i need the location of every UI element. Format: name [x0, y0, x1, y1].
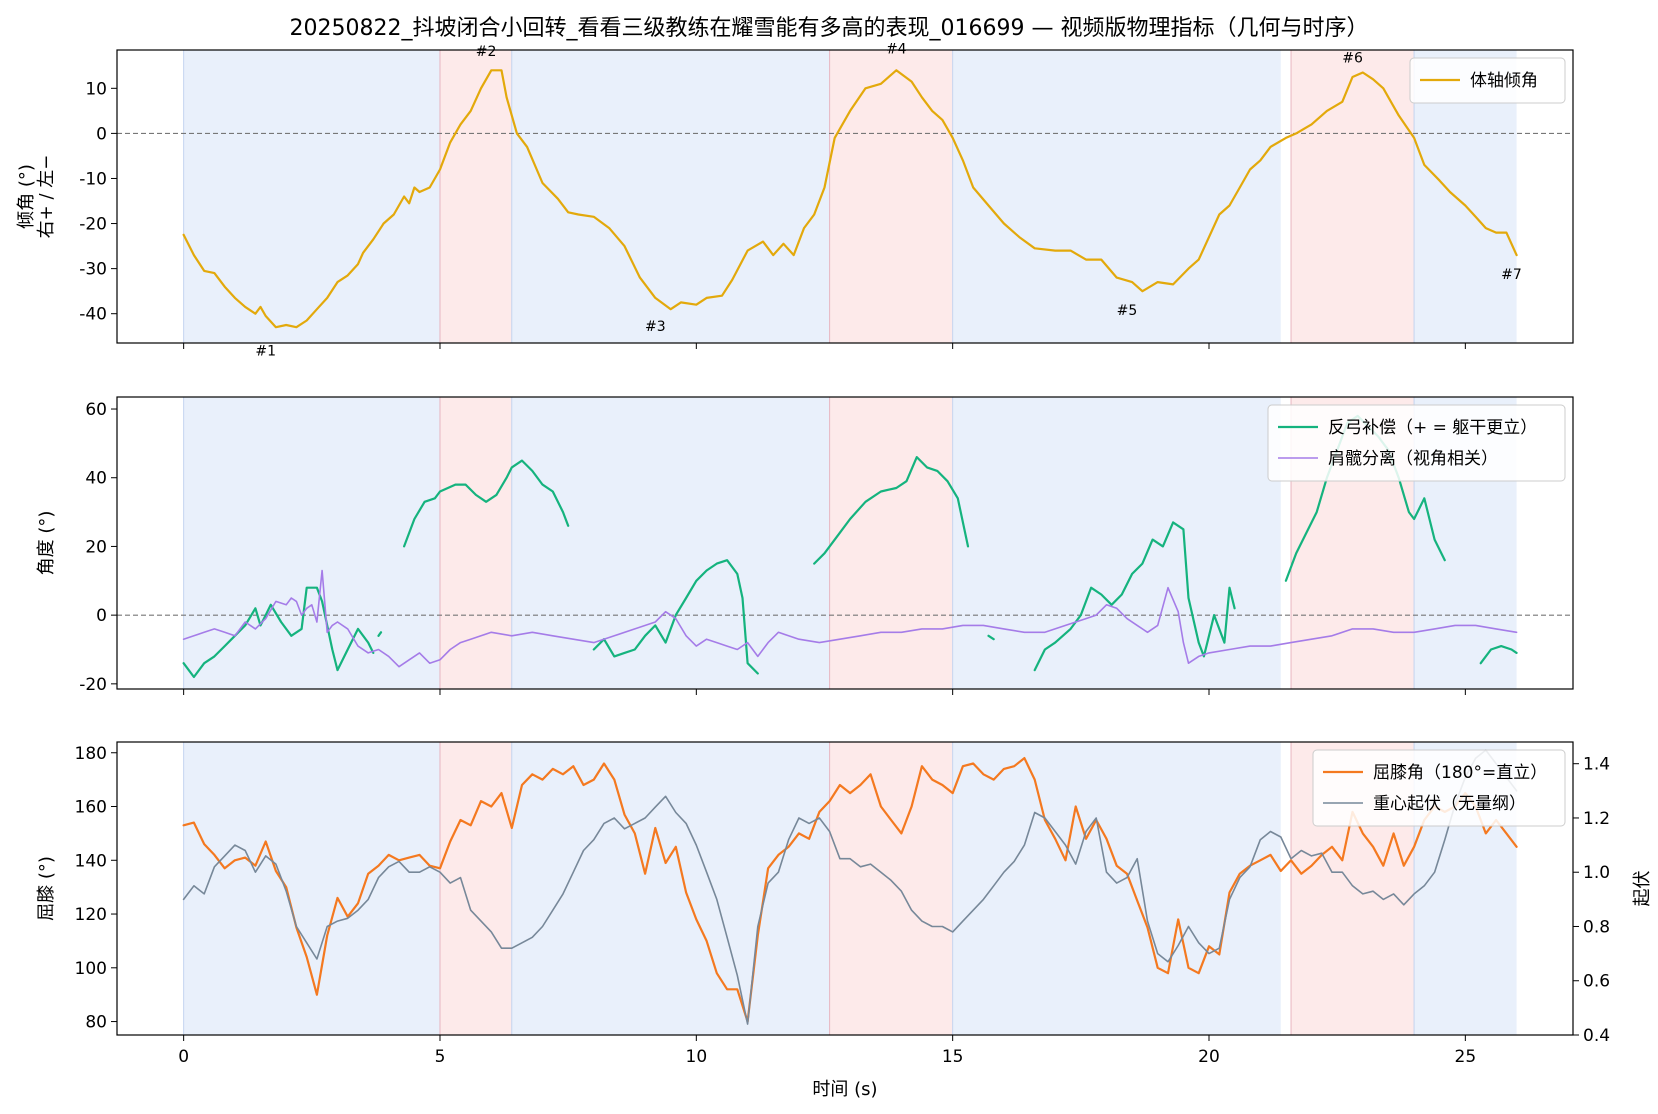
- y-tick-label: 0: [96, 606, 107, 626]
- y2-tick-label: 0.8: [1583, 917, 1610, 937]
- y-tick-label: -20: [79, 215, 107, 235]
- y-tick-label: 140: [75, 851, 107, 871]
- series-line-1-seg-1: [182, 69, 1518, 329]
- series-line-1-seg-9: [1479, 645, 1518, 665]
- legend-label: 肩髋分离（视角相关）: [1328, 449, 1498, 469]
- plot-frame: [116, 741, 1574, 1036]
- turn-label: #4: [886, 42, 907, 58]
- x-tick-label: 5: [435, 1047, 446, 1067]
- y2-tick-label: 1.4: [1583, 755, 1610, 775]
- panel-1: 10 0 -10 -20 -30 -40 倾角 (°) 右+ / 左− #1 #2 #3 #4 #5 #6…: [16, 42, 1574, 360]
- phase-band-blue: [511, 50, 830, 343]
- legend-label: 体轴倾角: [1470, 71, 1538, 91]
- phase-band-blue: [183, 397, 440, 689]
- turn-label: #3: [645, 319, 666, 335]
- series-line-1-seg-2: [377, 631, 383, 637]
- phase-band-blue: [511, 742, 830, 1035]
- phase-band-red: [439, 742, 512, 1035]
- series-line-1-seg-6: [987, 634, 995, 641]
- y-tick-label: -20: [79, 675, 107, 695]
- panel-2: 60 40 20 0 -20 角度 (°) 反弓补偿（+ = 躯干更立） 肩髋分离（视角相关）: [36, 396, 1574, 695]
- series-layer: [182, 414, 1518, 679]
- series-layer: [182, 69, 1518, 329]
- phase-band-blue: [183, 742, 440, 1035]
- y-tick-label: 20: [85, 537, 107, 557]
- phase-band-red: [829, 742, 953, 1035]
- phase-band-blue: [952, 397, 1281, 689]
- panel-3: 180 160 140 120 100 80 1.4 1.2 1.0 0.8 0.6 0.4 0 5 10 1…: [36, 741, 1653, 1100]
- turn-label: #6: [1342, 51, 1363, 67]
- y-tick-label: -30: [79, 260, 107, 280]
- phase-band-red: [829, 397, 953, 689]
- phase-band-red: [439, 397, 512, 689]
- y-tick-label: 100: [75, 959, 107, 979]
- y-tick-label: 180: [75, 744, 107, 764]
- x-tick-label: 25: [1455, 1047, 1477, 1067]
- y-tick-label: 160: [75, 798, 107, 818]
- legend-label: 屈膝角（180°=直立）: [1373, 763, 1547, 783]
- y-tick-label: 10: [85, 79, 107, 99]
- series-line-2-seg-1: [182, 749, 1518, 1025]
- legend-box: [1409, 57, 1566, 104]
- y2-axis-label: 起伏: [1632, 871, 1653, 907]
- x-axis-label: 时间 (s): [812, 1079, 877, 1100]
- y-tick-label: -10: [79, 169, 107, 189]
- turn-label: #1: [255, 344, 276, 360]
- series-line-1-seg-1: [182, 586, 375, 679]
- chart-title: 20250822_抖坡闭合小回转_看看三级教练在耀雪能有多高的表现_016699…: [290, 16, 1369, 41]
- legend-box: [1312, 749, 1566, 827]
- y-axis-label: 屈膝 (°): [36, 856, 57, 921]
- series-line-2-seg-1: [182, 569, 1518, 668]
- y2-tick-label: 1.2: [1583, 809, 1610, 829]
- y-tick-label: -40: [79, 305, 107, 325]
- x-tick-label: 0: [178, 1047, 189, 1067]
- y2-tick-label: 0.4: [1583, 1026, 1610, 1046]
- turn-label: #5: [1117, 303, 1138, 319]
- plot-frame: [116, 49, 1574, 344]
- legend-label: 重心起伏（无量纲）: [1373, 794, 1526, 814]
- series-layer: [182, 749, 1518, 1025]
- y2-tick-label: 0.6: [1583, 972, 1610, 992]
- series-line-1-seg-1: [182, 757, 1518, 1023]
- series-line-1-seg-5: [813, 456, 970, 565]
- phase-band-red: [1291, 50, 1415, 343]
- plot-frame: [116, 396, 1574, 690]
- turn-label: #2: [476, 44, 497, 60]
- y-axis-label: 右+ / 左−: [36, 155, 57, 239]
- legend-label: 反弓补偿（+ = 躯干更立）: [1328, 418, 1537, 438]
- series-line-1-seg-3: [403, 459, 570, 548]
- phase-band-blue: [511, 397, 830, 689]
- y-tick-label: 120: [75, 905, 107, 925]
- phase-band-red: [439, 50, 512, 343]
- x-tick-label: 10: [686, 1047, 708, 1067]
- y2-tick-label: 1.0: [1583, 863, 1610, 883]
- phase-band-blue: [952, 50, 1281, 343]
- phase-band-blue: [183, 50, 440, 343]
- turn-label: #7: [1501, 267, 1522, 283]
- phase-band-blue: [952, 742, 1281, 1035]
- x-tick-label: 15: [942, 1047, 964, 1067]
- y-tick-label: 60: [85, 400, 107, 420]
- y-tick-label: 80: [85, 1013, 107, 1033]
- y-tick-label: 0: [96, 124, 107, 144]
- legend-box: [1267, 404, 1566, 482]
- phase-band-red: [829, 50, 953, 343]
- series-line-1-seg-4: [592, 559, 759, 675]
- y-tick-label: 40: [85, 469, 107, 489]
- x-tick-label: 20: [1198, 1047, 1220, 1067]
- y-axis-label: 倾角 (°): [16, 164, 37, 229]
- y-axis-label: 角度 (°): [36, 511, 57, 576]
